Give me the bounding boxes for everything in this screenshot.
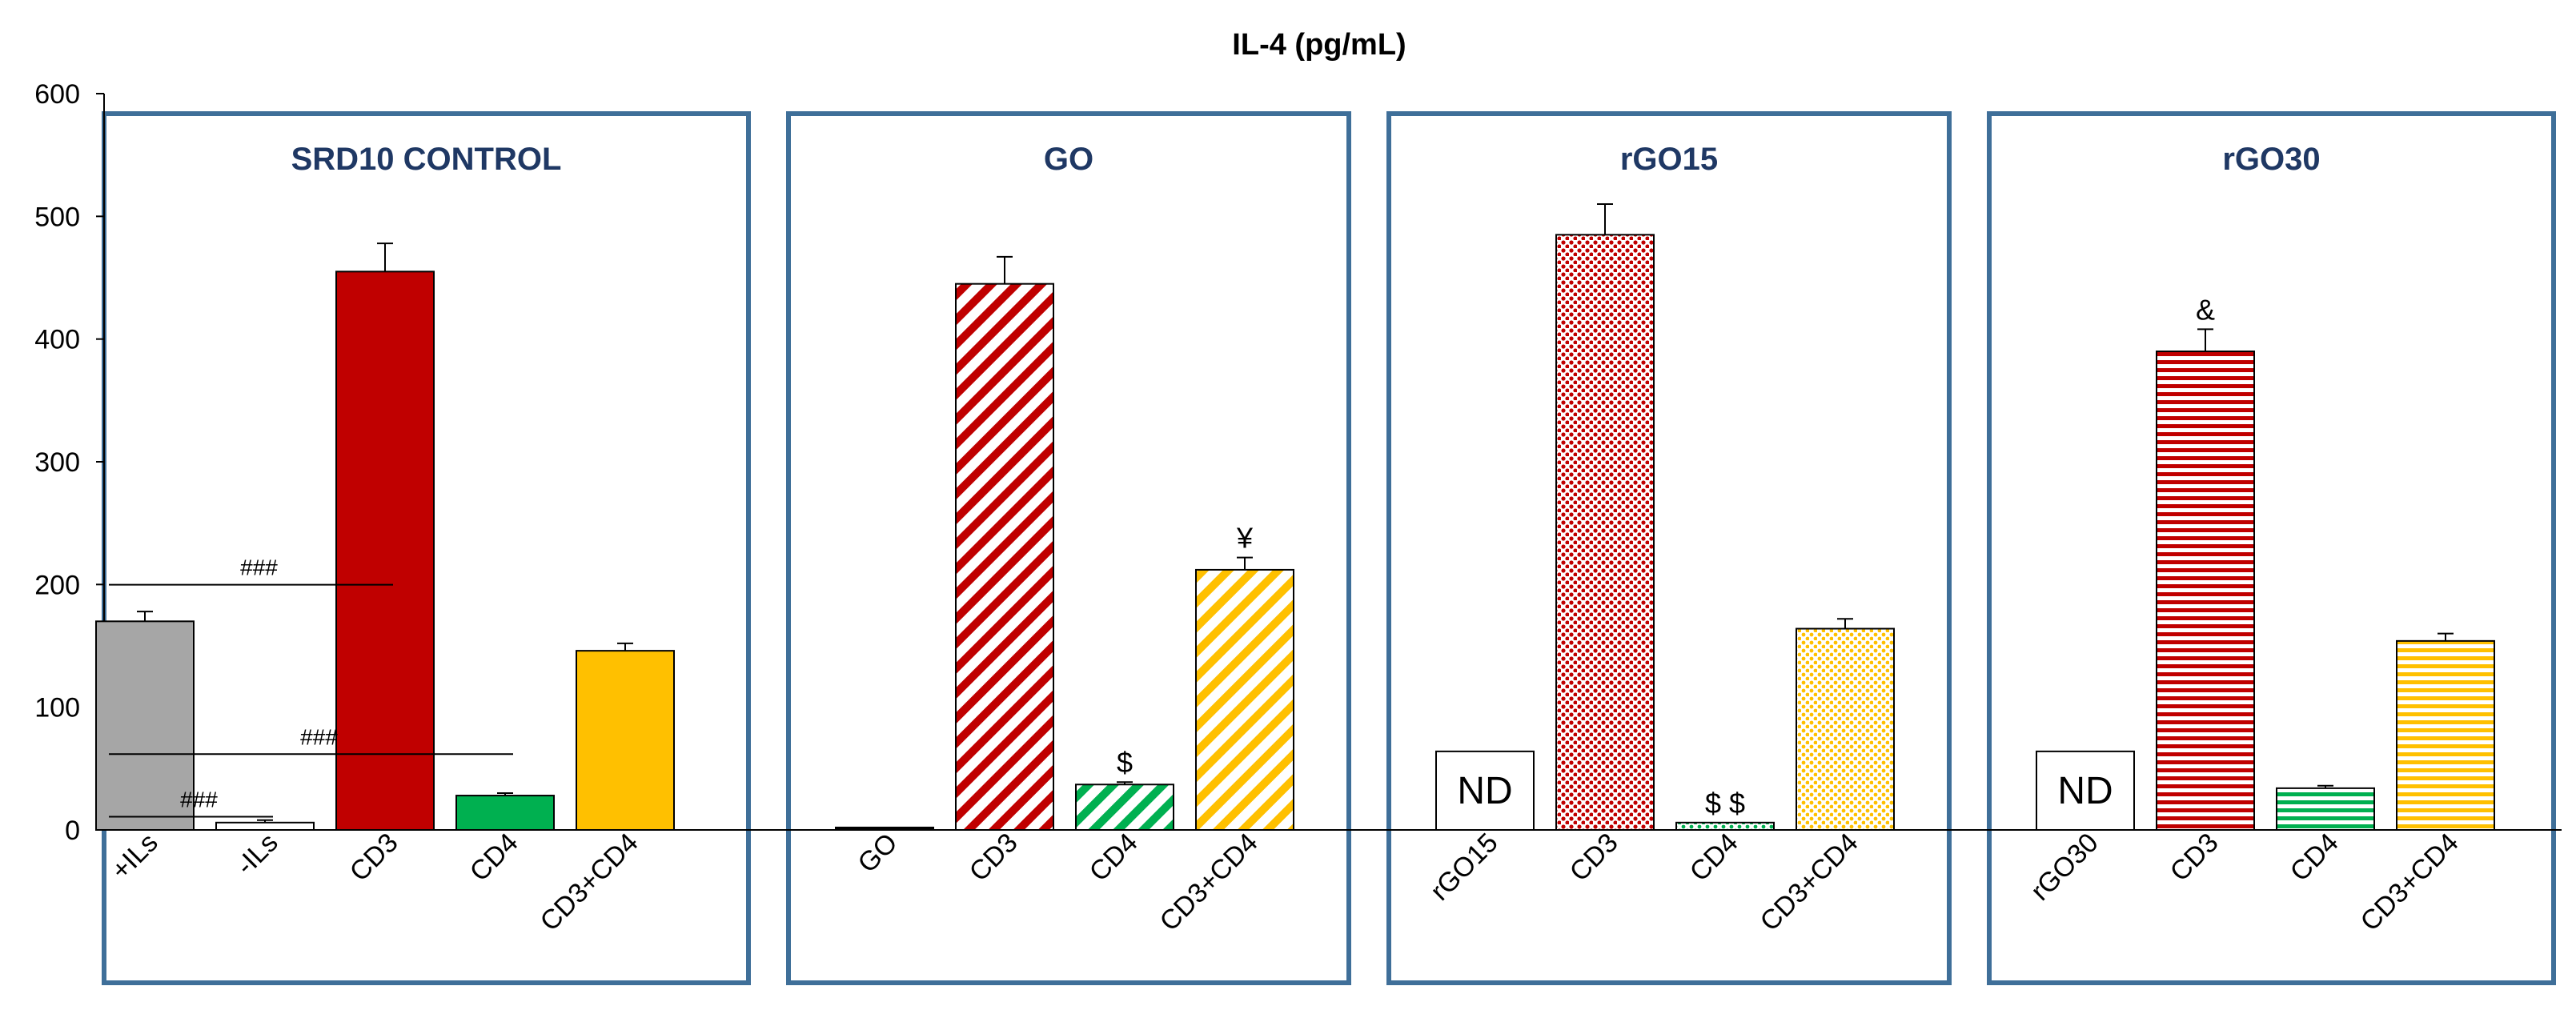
x-tick-label: rGO15 (1425, 828, 1504, 907)
x-tick-label: CD3 (2165, 828, 2225, 888)
bar (1555, 234, 1655, 832)
x-tick-label: +ILs (106, 828, 164, 886)
bar (835, 826, 934, 832)
significance-label: ### (300, 724, 338, 749)
y-tick-label: 500 (34, 202, 80, 232)
x-tick-label: GO (852, 828, 903, 879)
annotations: ### ### ### (109, 555, 513, 818)
chart-title: IL-4 (pg/mL) (1232, 28, 1406, 62)
bar (455, 795, 555, 831)
x-tick-label: CD4 (2285, 828, 2345, 888)
bar (95, 620, 195, 831)
y-tick-label: 600 (34, 79, 80, 110)
x-tick-label: CD4 (464, 828, 524, 888)
x-tick-label: CD3 (1564, 828, 1624, 888)
panel-frames: SRD10 CONTROL GO rGO15 rGO30 (102, 111, 2556, 985)
x-tick-label: CD3 (344, 828, 404, 888)
x-tick-label: CD4 (1084, 828, 1144, 888)
x-tick-labels: +ILs -ILs CD3 CD4 CD3+CD4 GO CD3 CD4 CD3+CD4 rGO1… (106, 828, 2465, 937)
panel-frame (1987, 111, 2556, 985)
panel-title: SRD10 CONTROL (291, 142, 562, 177)
x-tick-label: CD3+CD4 (1154, 828, 1264, 937)
significance-label: ### (240, 555, 278, 580)
bar (1075, 784, 1174, 831)
x-tick-label: CD3+CD4 (535, 828, 644, 937)
x-tick-label: CD4 (1684, 828, 1744, 888)
bar (1675, 821, 1775, 832)
x-tick-label: CD3+CD4 (2355, 828, 2465, 937)
significance-marker: & (2196, 293, 2215, 326)
bar-inner-label: ND (2057, 770, 2113, 812)
bar (576, 650, 675, 832)
x-tick-label: -ILs (231, 828, 284, 881)
significance-marker: ¥ (1236, 522, 1254, 555)
significance-marker: $ $ (1705, 787, 1745, 820)
y-tick-label: 100 (34, 693, 80, 723)
x-tick-label: CD3+CD4 (1755, 828, 1864, 937)
panel-title: rGO30 (2222, 142, 2320, 177)
bar (215, 821, 315, 832)
panel-frame (786, 111, 1351, 985)
bar (335, 271, 435, 832)
bars: $ ¥ ND $ $ ND & (95, 203, 2495, 832)
bar (955, 283, 1054, 831)
panel-title: rGO15 (1620, 142, 1718, 177)
bar (1435, 750, 1535, 831)
y-tick-label: 300 (34, 447, 80, 478)
y-tick-label: 0 (65, 816, 80, 846)
bar (1796, 627, 1895, 831)
panel-title: GO (1044, 142, 1093, 177)
bar-inner-label: ND (1457, 770, 1512, 812)
bar (1195, 568, 1294, 832)
significance-label: ### (180, 787, 218, 812)
panel-frame (1386, 111, 1952, 985)
y-tick-label: 400 (34, 325, 80, 355)
bar (2036, 750, 2135, 831)
x-tick-label: CD3 (964, 828, 1024, 888)
bar (2276, 787, 2375, 831)
y-tick-label: 200 (34, 570, 80, 600)
bar (2396, 639, 2495, 831)
x-tick-label: rGO30 (2025, 828, 2105, 907)
bar (2156, 351, 2255, 831)
significance-marker: $ (1117, 746, 1133, 779)
